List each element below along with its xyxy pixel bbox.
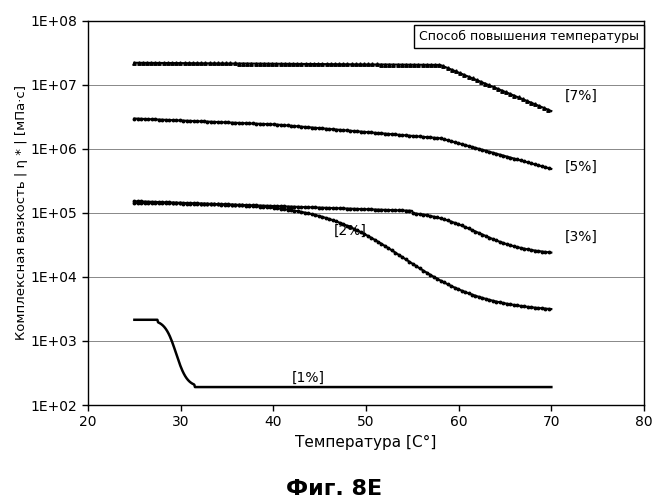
Text: [5%]: [5%] — [565, 160, 598, 173]
Text: [2%]: [2%] — [334, 224, 367, 237]
Text: [1%]: [1%] — [292, 371, 325, 385]
Text: [3%]: [3%] — [565, 230, 598, 244]
Text: Фиг. 8E: Фиг. 8E — [286, 479, 383, 499]
Text: [7%]: [7%] — [565, 88, 598, 102]
X-axis label: Температура [C°]: Температура [C°] — [295, 435, 437, 450]
Y-axis label: Комплексная вязкость | η * | [мПа·с]: Комплексная вязкость | η * | [мПа·с] — [15, 86, 28, 340]
Text: Способ повышения температуры: Способ повышения температуры — [419, 30, 639, 43]
